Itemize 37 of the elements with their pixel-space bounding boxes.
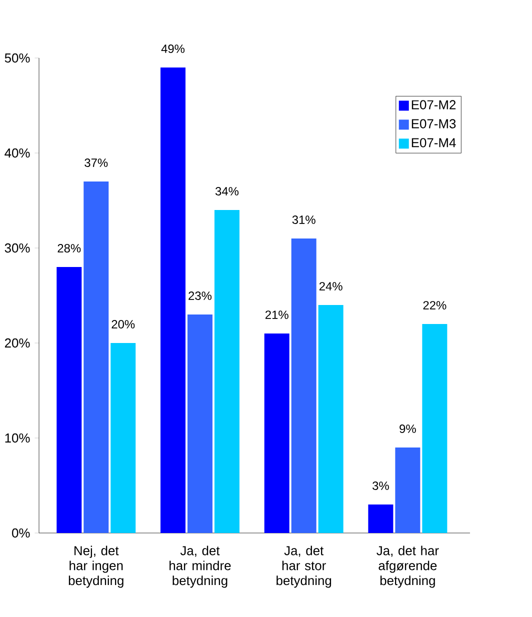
data-label: 28% — [58, 244, 81, 252]
y-tick-label: 40% — [4, 148, 30, 158]
x-tick-label: Ja, det har mindre betydning — [170, 546, 231, 588]
bar — [264, 334, 290, 533]
data-label: 3% — [372, 482, 389, 490]
y-tick-label: 10% — [5, 433, 30, 443]
bar — [422, 324, 448, 533]
y-tick-label: 20% — [4, 338, 30, 348]
bar — [110, 343, 136, 533]
data-label: 31% — [292, 216, 316, 224]
data-label: 49% — [161, 44, 184, 53]
x-tick-label: Nej, det har ingen betydning — [68, 546, 124, 588]
y-tick-label: 30% — [4, 243, 30, 253]
data-label: 37% — [84, 158, 108, 167]
data-label: 24% — [319, 282, 342, 290]
bar — [187, 314, 212, 533]
data-label: 22% — [423, 301, 446, 310]
data-label: 9% — [400, 424, 416, 433]
bar — [56, 267, 82, 533]
data-label: 34% — [215, 187, 238, 196]
data-label: 23% — [188, 292, 212, 300]
x-tick-label: Ja, det har afgørende betydning — [376, 546, 439, 588]
y-tick-label: 0% — [12, 528, 30, 538]
data-label: 20% — [112, 320, 135, 328]
bar — [291, 238, 316, 533]
x-tick-label: Ja, det har stor betydning — [276, 546, 332, 588]
legend-label: E07-M3 — [412, 119, 456, 128]
data-label: 21% — [265, 310, 288, 319]
bar — [160, 68, 186, 533]
legend-label: E07-M2 — [412, 100, 456, 110]
bar — [368, 504, 394, 533]
bar — [214, 210, 240, 533]
bar — [84, 182, 109, 533]
bar — [318, 305, 344, 533]
bar — [395, 448, 420, 533]
legend-label: E07-M4 — [412, 138, 456, 148]
y-tick-label: 50% — [4, 53, 30, 63]
